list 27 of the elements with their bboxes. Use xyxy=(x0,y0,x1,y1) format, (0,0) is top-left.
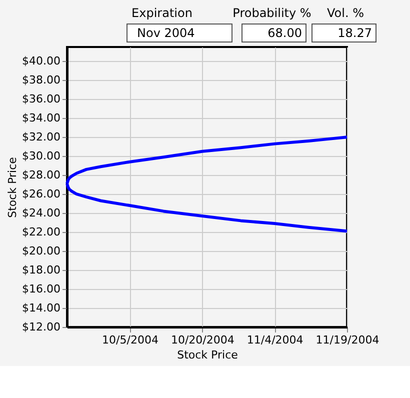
y-tick-label: $36.00 xyxy=(22,92,60,106)
y-tick-label: $16.00 xyxy=(22,282,60,296)
y-tick-label: $18.00 xyxy=(22,264,60,277)
y-tick-label: $30.00 xyxy=(22,150,60,163)
y-tick-label: $40.00 xyxy=(22,54,60,68)
x-tick-label: 11/4/2004 xyxy=(246,334,304,346)
x-axis-title: Stock Price xyxy=(177,348,238,362)
y-tick-label: $34.00 xyxy=(22,112,60,125)
x-tick-label: 11/19/2004 xyxy=(316,334,380,346)
text: Expiration xyxy=(132,6,192,20)
y-tick-label: $26.00 xyxy=(22,188,60,201)
x-tick-label: 10/20/2004 xyxy=(170,334,234,346)
y-tick-label: $24.00 xyxy=(22,206,60,220)
y-tick-label: $12.00 xyxy=(22,320,60,334)
y-tick-label: $20.00 xyxy=(22,244,60,258)
y-tick-label: $22.00 xyxy=(22,226,60,239)
x-tick-label: 10/5/2004 xyxy=(102,334,158,346)
y-tick-label: $32.00 xyxy=(22,130,60,144)
y-tick-label: $38.00 xyxy=(22,74,60,87)
text: 68.00 xyxy=(268,26,302,40)
y-axis-title: Stock Price xyxy=(6,156,20,218)
text: Nov 2004 xyxy=(137,26,195,40)
text: Probability % xyxy=(232,6,312,20)
text: Vol. % xyxy=(327,6,364,20)
y-tick-label: $28.00 xyxy=(22,168,60,182)
text: 18.27 xyxy=(338,26,372,40)
y-tick-label: $14.00 xyxy=(22,302,60,315)
